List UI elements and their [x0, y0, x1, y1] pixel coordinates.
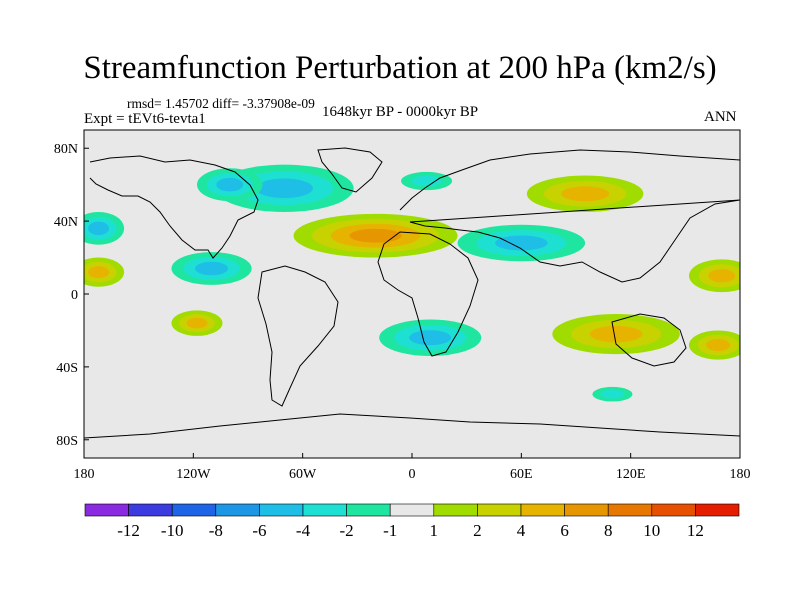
colorbar-swatch-9 [477, 503, 522, 517]
colorbar-label-4: -4 [296, 521, 311, 540]
x-tick-label-4: 60E [510, 467, 533, 482]
colorbar-label-12: 10 [643, 521, 660, 540]
colorbar-label-8: 2 [473, 521, 482, 540]
y-tick-label-3: 40S [56, 361, 78, 376]
colorbar-swatch-8 [433, 503, 478, 517]
coast-australia [611, 313, 687, 367]
colorbar-swatch-10 [520, 503, 565, 517]
colorbar-swatch-3 [215, 503, 260, 517]
y-tick-label-2: 0 [71, 288, 78, 303]
colorbar-swatch-2 [171, 503, 217, 517]
colorbar-label-7: 1 [430, 521, 439, 540]
map-axes: 180 120W 60W 0 60E 120E 180 80N 40N 0 40S 80S [54, 142, 751, 482]
colorbar-label-10: 6 [560, 521, 569, 540]
y-tick-label-4: 80S [56, 434, 78, 449]
anomaly-contour-6-1 [600, 389, 625, 399]
anomaly-contour-7-1 [411, 175, 442, 187]
colorbar-label-13: 12 [687, 521, 704, 540]
colorbar-swatch-12 [607, 503, 653, 517]
coastlines [84, 147, 740, 439]
coast-antarctica [84, 413, 740, 439]
x-tick-label-5: 120E [616, 467, 646, 482]
season-label: ANN [704, 109, 737, 125]
y-tick-label-1: 40N [54, 215, 78, 230]
chart-title: Streamfunction Perturbation at 200 hPa (… [83, 50, 717, 86]
coast-north-america [89, 155, 259, 259]
colorbar-label-6: -1 [383, 521, 397, 540]
coast-south-america [257, 265, 339, 407]
colorbar-swatch-4 [259, 503, 304, 517]
colorbar-label-9: 4 [517, 521, 526, 540]
x-tick-label-6: 180 [730, 467, 751, 482]
anomaly-contour-1-2 [216, 177, 244, 192]
anomaly-contour-2-2 [195, 261, 229, 276]
colorbar-swatch-6 [346, 503, 391, 517]
stats-label: rmsd= 1.45702 diff= -3.37908e-09 [127, 96, 315, 111]
anomaly-field [84, 164, 740, 402]
y-tick-label-0: 80N [54, 142, 78, 157]
colorbar-swatch-14 [695, 503, 740, 517]
anomaly-contour-0-2 [255, 178, 313, 199]
x-tick-label-2: 60W [289, 467, 317, 482]
anomaly-contour-11-2 [708, 269, 736, 283]
colorbar-label-11: 8 [604, 521, 613, 540]
anomaly-contour-8-3 [349, 228, 402, 243]
colorbar-swatch-5 [302, 503, 347, 517]
anomaly-contour-13-2 [186, 317, 208, 329]
coast-greenland [317, 147, 383, 193]
coast-europe-asia [399, 149, 740, 283]
colorbar-swatch-1 [128, 503, 173, 517]
x-tick-label-3: 0 [409, 467, 416, 482]
colorbar-label-0: -12 [117, 521, 140, 540]
colorbar-label-1: -10 [161, 521, 184, 540]
colorbar: -12 -10 -8 -6 -4 -2 -1 1 2 4 6 8 10 12 [84, 503, 740, 540]
anomaly-contour-4-2 [495, 235, 548, 251]
colorbar-swatch-0 [84, 503, 129, 517]
anomaly-contour-14-2 [706, 339, 731, 352]
anomaly-contour-3-2 [88, 221, 110, 236]
anomaly-contour-12-2 [88, 266, 110, 279]
colorbar-swatch-13 [651, 503, 696, 517]
period-label: 1648kyr BP - 0000kyr BP [322, 104, 479, 120]
x-tick-label-0: 180 [74, 467, 95, 482]
x-tick-label-1: 120W [176, 467, 211, 482]
colorbar-swatch-11 [564, 503, 609, 517]
experiment-label: Expt = tEVt6-tevta1 [84, 111, 206, 127]
colorbar-label-5: -2 [340, 521, 354, 540]
anomaly-contour-5-2 [409, 330, 452, 346]
colorbar-swatch-7 [389, 503, 435, 517]
anomaly-contour-10-2 [589, 325, 643, 343]
coast-africa [377, 231, 479, 357]
colorbar-label-3: -6 [252, 521, 266, 540]
anomaly-contour-9-2 [561, 186, 610, 202]
colorbar-label-2: -8 [209, 521, 223, 540]
